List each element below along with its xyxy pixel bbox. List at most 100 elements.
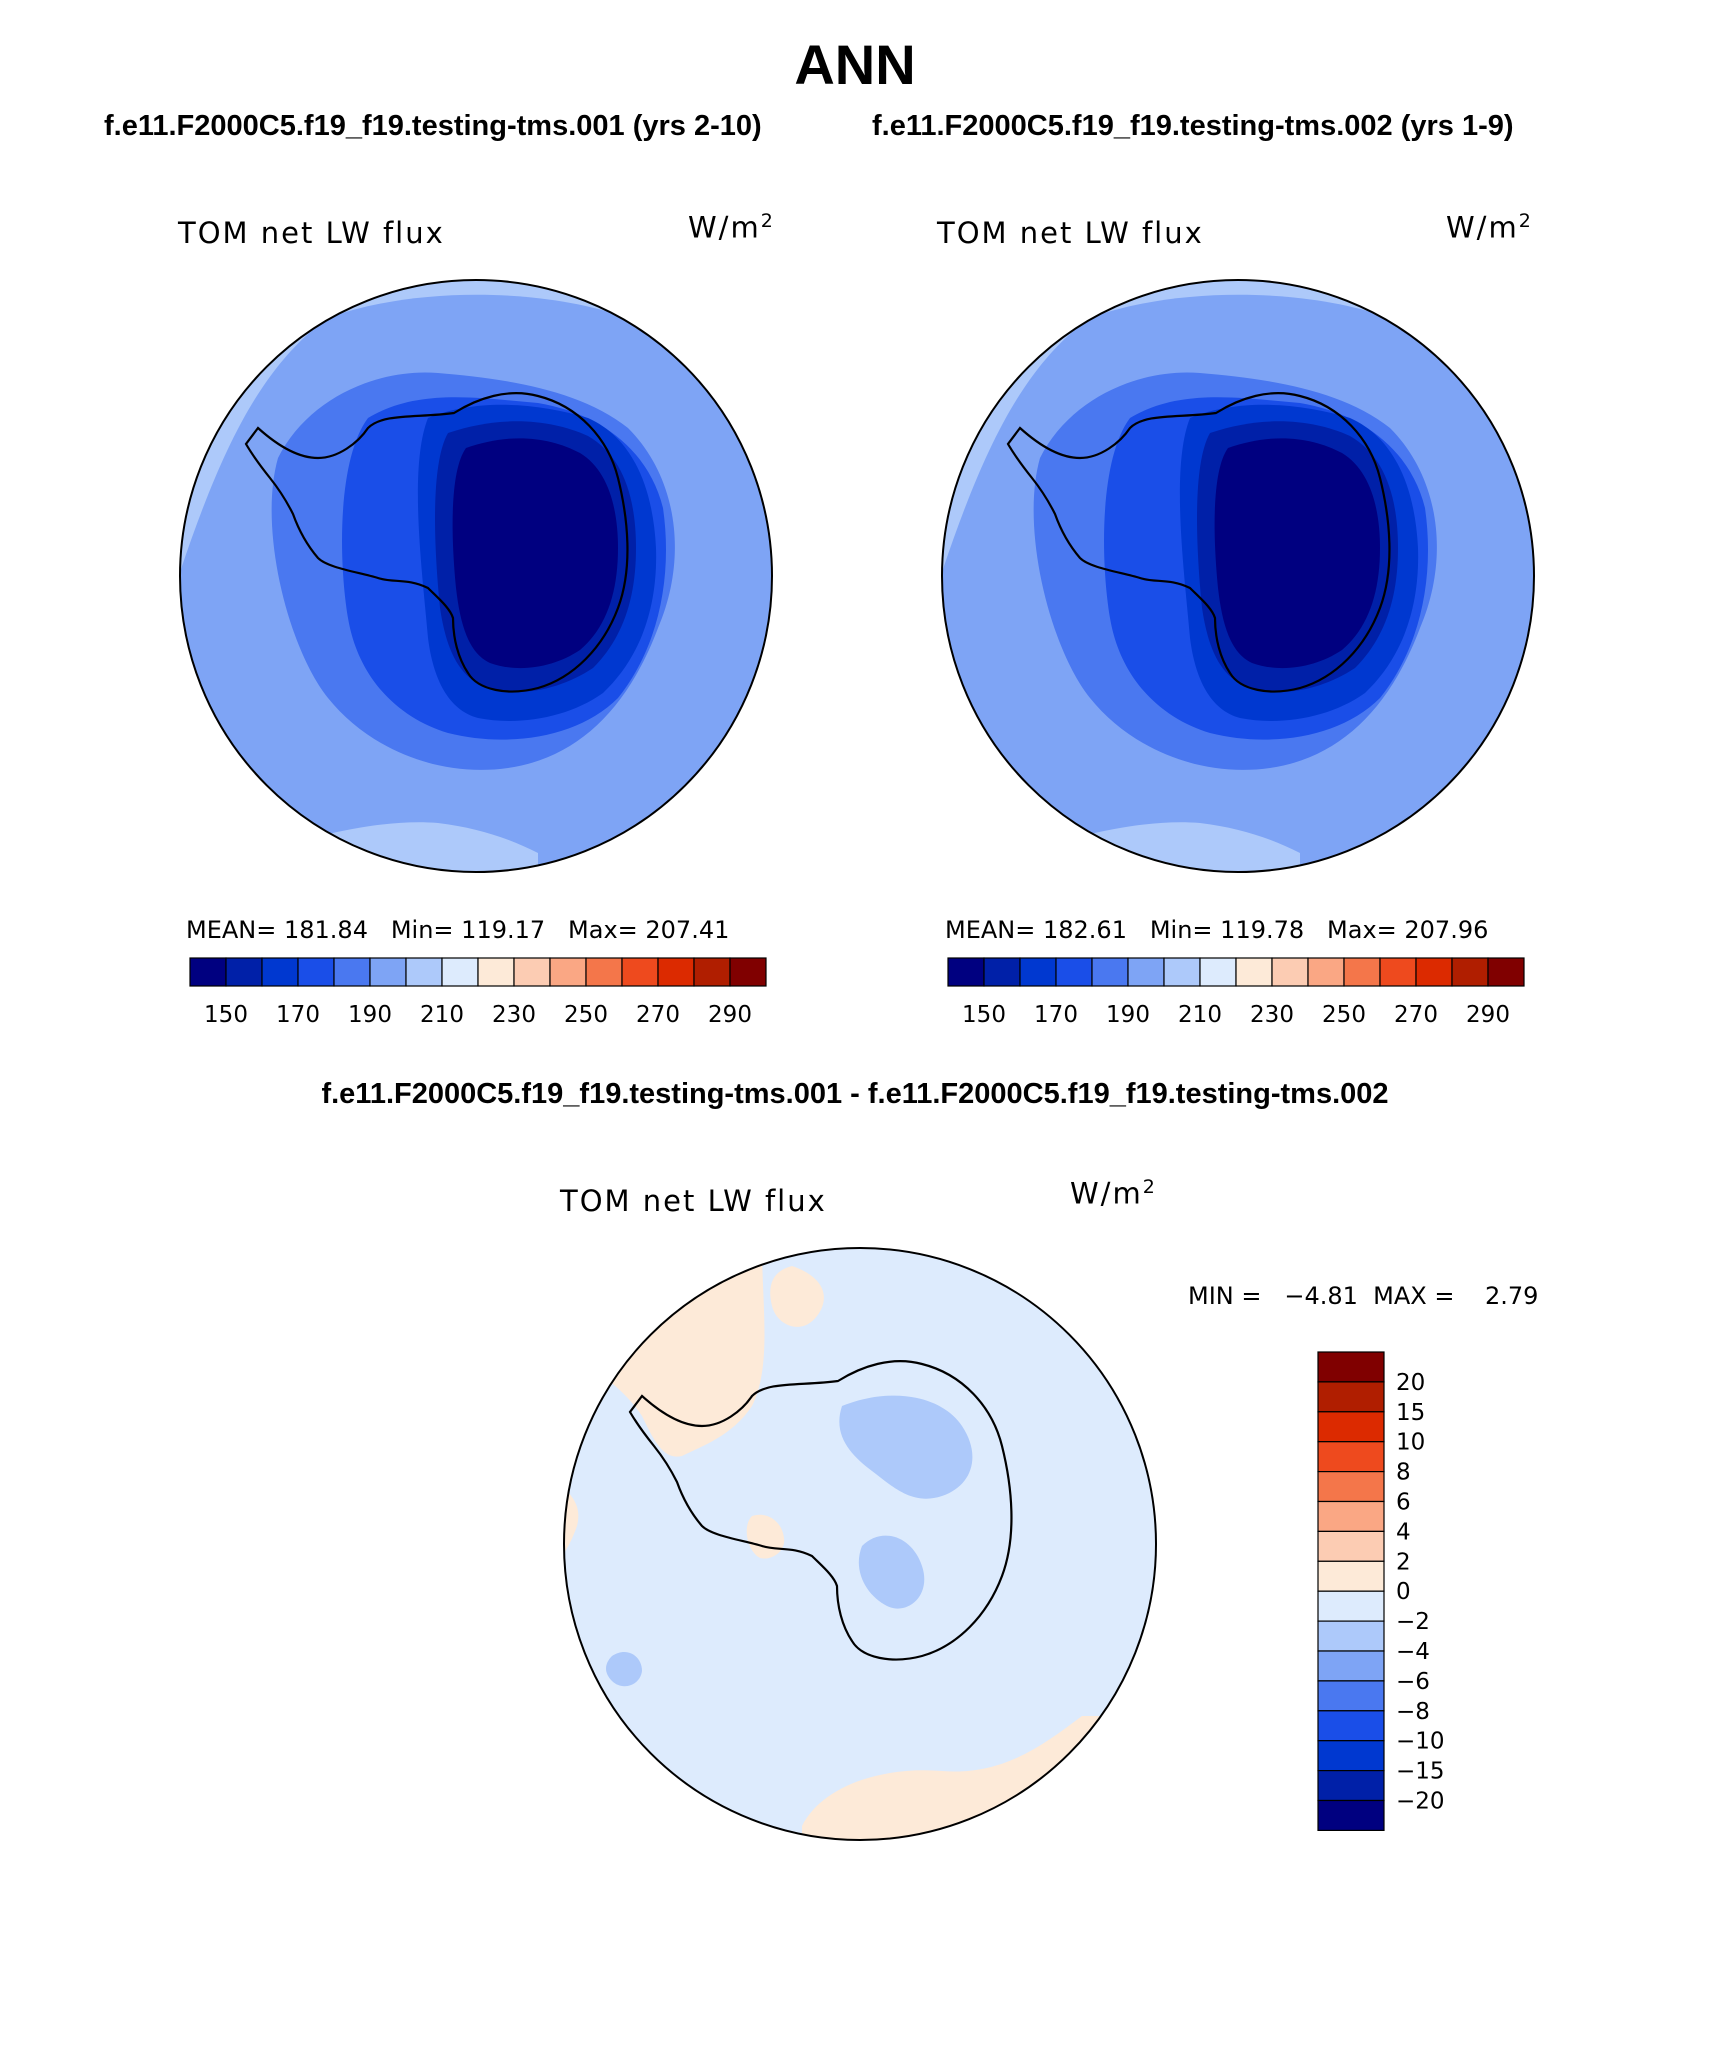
- diff-min-max: MIN = −4.81 MAX = 2.79: [1188, 1282, 1539, 1310]
- panel1-colorbar-swatch: [729, 957, 767, 987]
- panel2-colorbar-tick-label: 150: [962, 1002, 1006, 1028]
- diff-contour-minus4-minus2-c: [606, 1651, 642, 1687]
- panel2-colorbar-swatch: [1379, 957, 1417, 987]
- panel2-colorbar-swatch: [1487, 957, 1525, 987]
- panel1-colorbar-tick-label: 250: [564, 1002, 608, 1028]
- panel2-variable-label: TOM net LW flux: [937, 216, 1204, 250]
- panel2-colorbar-swatch: [1091, 957, 1129, 987]
- diff-colorbar-swatch: [1317, 1710, 1385, 1742]
- panel1-colorbar-swatch: [513, 957, 551, 987]
- panel1-colorbar-tick-label: 170: [276, 1002, 320, 1028]
- panel1-colorbar-swatch: [477, 957, 515, 987]
- figure-title: ANN: [794, 33, 916, 96]
- panel2-colorbar-swatch: [1127, 957, 1165, 987]
- panel2-colorbar-swatch: [1163, 957, 1201, 987]
- diff-map-border: [563, 1247, 1157, 1841]
- panel1-colorbar-swatch: [657, 957, 695, 987]
- panel2-colorbar-swatch: [1055, 957, 1093, 987]
- diff-colorbar-tick-label: 20: [1396, 1370, 1425, 1396]
- panel1-stats: MEAN= 181.84 Min= 119.17 Max= 207.41: [186, 916, 730, 944]
- panel1-colorbar-swatch: [333, 957, 371, 987]
- diff-colorbar-swatch: [1317, 1411, 1385, 1443]
- diff-colorbar-swatch: [1317, 1441, 1385, 1473]
- diff-colorbar-swatch: [1317, 1500, 1385, 1532]
- panel1-colorbar: 150 170 190 210 230 250 270 290: [189, 957, 767, 1028]
- panel1-colorbar-tick-label: 270: [636, 1002, 680, 1028]
- panel2-map-border: [941, 279, 1535, 873]
- diff-colorbar-swatch: [1317, 1740, 1385, 1772]
- diff-colorbar-swatch: [1317, 1381, 1385, 1413]
- diff-colorbar-tick-label: 10: [1396, 1430, 1425, 1456]
- panel1-colorbar-swatch: [225, 957, 263, 987]
- diff-colorbar-tick-label: −6: [1396, 1669, 1430, 1695]
- panel2-colorbar-tick-label: 190: [1106, 1002, 1150, 1028]
- diff-colorbar-swatch: [1317, 1799, 1385, 1831]
- diff-colorbar-tick-label: 8: [1396, 1460, 1411, 1486]
- panel1-antarctica-coastline: [244, 392, 629, 693]
- panel1-colorbar-swatch: [261, 957, 299, 987]
- diff-contour-minus4-minus2-a: [839, 1395, 973, 1499]
- diff-colorbar-swatch: [1317, 1620, 1385, 1652]
- right-case-title: f.e11.F2000C5.f19_f19.testing-tms.002 (y…: [872, 110, 1514, 142]
- panel2-colorbar-swatch: [1019, 957, 1057, 987]
- panel1-colorbar-tick-label: 190: [348, 1002, 392, 1028]
- diff-units-label: W/m2: [1070, 1176, 1157, 1211]
- diff-colorbar-swatch: [1317, 1560, 1385, 1592]
- panel2-colorbar-tick-label: 270: [1394, 1002, 1438, 1028]
- panel2-colorbar-swatch: [1307, 957, 1345, 987]
- diff-colorbar-tick-label: −2: [1396, 1609, 1430, 1635]
- panel2-colorbar-swatch: [1271, 957, 1309, 987]
- panel2-colorbar-swatch: [947, 957, 985, 987]
- panel1-colorbar-swatch: [549, 957, 587, 987]
- panel2-contour-below-150: [1214, 438, 1380, 669]
- diff-colorbar-tick-label: −4: [1396, 1639, 1430, 1665]
- diff-colorbar-swatch: [1317, 1470, 1385, 1503]
- diff-colorbar-swatch: [1317, 1650, 1385, 1682]
- panel1-colorbar-swatch: [621, 957, 659, 987]
- diff-colorbar-tick-label: 0: [1396, 1579, 1411, 1605]
- panel2-colorbar-tick-label: 290: [1466, 1002, 1510, 1028]
- diff-colorbar-tick-label: −8: [1396, 1699, 1430, 1725]
- left-case-title: f.e11.F2000C5.f19_f19.testing-tms.001 (y…: [104, 110, 762, 142]
- diff-antarctica-coastline: [628, 1360, 1013, 1661]
- diff-colorbar-tick-label: −15: [1396, 1759, 1445, 1785]
- panel2-colorbar-tick-label: 230: [1250, 1002, 1294, 1028]
- panel1-colorbar-tick-label: 210: [420, 1002, 464, 1028]
- panel1-colorbar-swatch: [585, 957, 623, 987]
- diff-colorbar-tick-label: 4: [1396, 1519, 1411, 1545]
- panel1-variable-label: TOM net LW flux: [178, 216, 445, 250]
- panel1-contour-below-150: [452, 438, 618, 669]
- diff-colorbar-swatch: [1317, 1590, 1385, 1622]
- panel2-colorbar-swatch: [983, 957, 1021, 987]
- diff-colorbar-tick-label: 6: [1396, 1490, 1411, 1516]
- panel2-units-label: W/m2: [1446, 210, 1533, 245]
- diff-contour-0-2-n: [770, 1266, 824, 1327]
- diff-colorbar-swatch: [1317, 1530, 1385, 1562]
- diff-colorbar-swatch: [1317, 1680, 1385, 1712]
- panel1-colorbar-swatch: [441, 957, 479, 987]
- diff-colorbar-swatch: [1317, 1770, 1385, 1802]
- panel2-stats: MEAN= 182.61 Min= 119.78 Max= 207.96: [945, 916, 1489, 944]
- panel2-colorbar-tick-label: 170: [1034, 1002, 1078, 1028]
- panel1-polar-map: [179, 279, 773, 873]
- panel1-colorbar-tick-label: 290: [708, 1002, 752, 1028]
- panel1-colorbar-swatch: [693, 957, 731, 987]
- diff-colorbar-tick-label: −10: [1396, 1729, 1445, 1755]
- panel1-colorbar-swatch: [405, 957, 443, 987]
- difference-title: f.e11.F2000C5.f19_f19.testing-tms.001 - …: [321, 1078, 1389, 1110]
- panel1-colorbar-swatch: [189, 957, 227, 987]
- diff-variable-label: TOM net LW flux: [560, 1184, 827, 1218]
- diff-colorbar-tick-label: 2: [1396, 1549, 1411, 1575]
- diff-colorbar-tick-label: −20: [1396, 1789, 1445, 1815]
- difference-polar-map: [563, 1247, 1157, 1841]
- diff-contour-minus4-minus2-b: [858, 1535, 925, 1609]
- diff-colorbar-swatch: [1317, 1351, 1385, 1383]
- panel2-colorbar-swatch: [1343, 957, 1381, 987]
- panel2-colorbar: 150 170 190 210 230 250 270 290: [947, 957, 1525, 1028]
- panel2-colorbar-swatch: [1451, 957, 1489, 987]
- panel2-colorbar-tick-label: 210: [1178, 1002, 1222, 1028]
- panel2-antarctica-coastline: [1006, 392, 1391, 693]
- panel1-colorbar-swatch: [297, 957, 335, 987]
- panel1-colorbar-swatch: [369, 957, 407, 987]
